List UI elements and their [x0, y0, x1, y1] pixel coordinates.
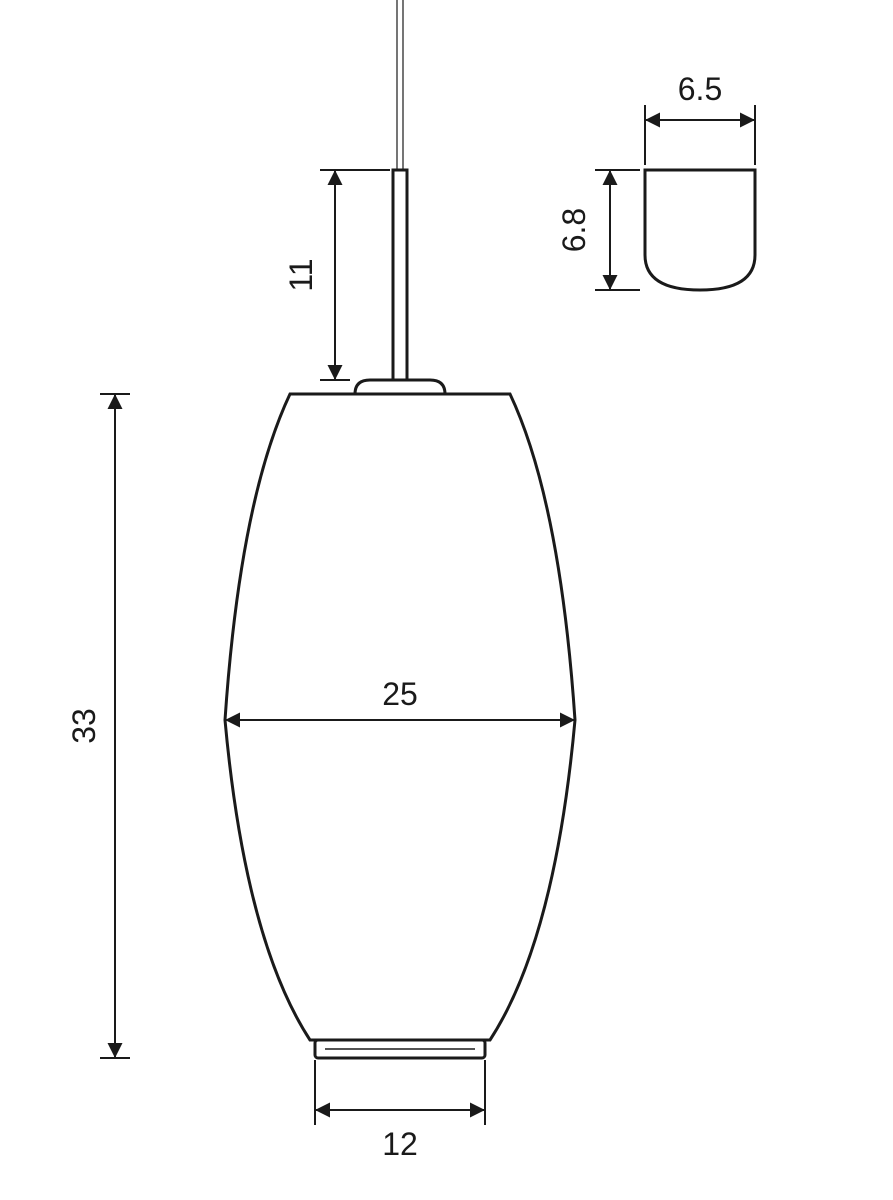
technical-drawing: 33 11 25 12 6.5 6.8 — [0, 0, 893, 1200]
ceiling-canopy-outline — [645, 170, 755, 290]
dimension-stem-11: 11 — [283, 170, 390, 380]
dimension-canopy-width: 6.5 — [645, 71, 755, 165]
dim-label-12: 12 — [382, 1126, 418, 1162]
dimension-height-33: 33 — [66, 394, 130, 1058]
dimension-canopy-height: 6.8 — [556, 170, 640, 290]
dimension-width-12: 12 — [315, 1060, 485, 1162]
dim-label-33: 33 — [66, 708, 102, 744]
dim-label-25: 25 — [382, 676, 418, 712]
pendant-lamp-outline — [225, 0, 575, 1058]
dim-label-6-5: 6.5 — [678, 71, 722, 107]
dim-label-11: 11 — [283, 258, 319, 291]
dim-label-6-8: 6.8 — [556, 208, 592, 252]
dimension-width-25: 25 — [225, 676, 575, 720]
